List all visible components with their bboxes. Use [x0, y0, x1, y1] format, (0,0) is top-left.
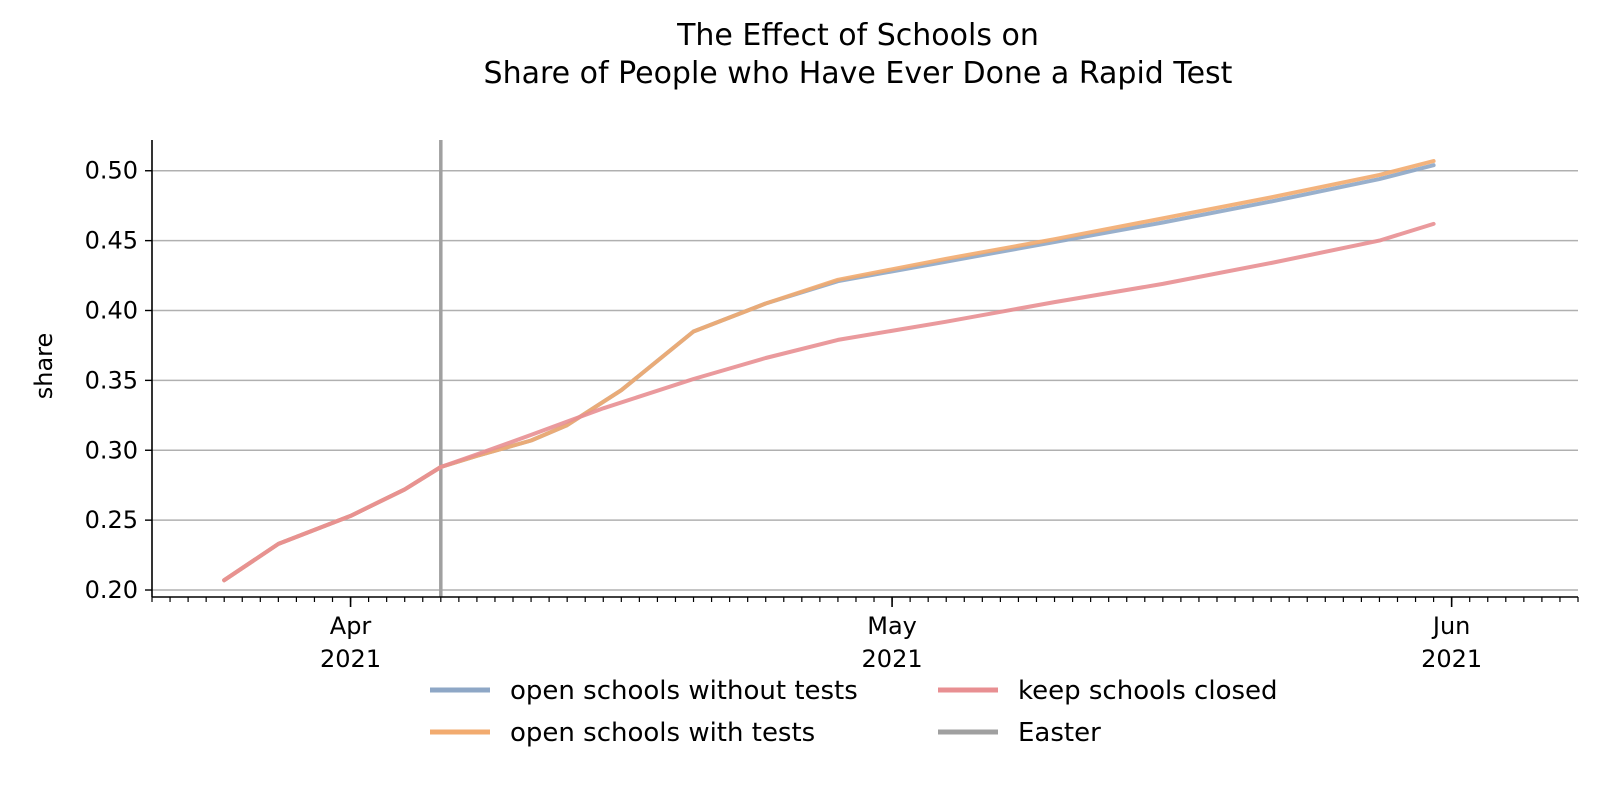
chart-title: The Effect of Schools on Share of People…: [484, 18, 1233, 91]
axes: [151, 140, 1578, 598]
grid: [152, 169, 1578, 591]
y-tick-label: 0.20: [85, 576, 138, 604]
x-tick-label-year: 2021: [862, 645, 923, 673]
y-tick-label: 0.40: [85, 297, 138, 325]
y-tick-label: 0.50: [85, 157, 138, 185]
y-axis-label: share: [30, 333, 58, 400]
chart-title-line-1: The Effect of Schools on: [676, 18, 1039, 53]
y-axis-ticks: 0.20 0.25 0.30 0.35 0.40 0.45 0.50: [85, 157, 152, 604]
legend-label: Easter: [1018, 718, 1101, 748]
series-group: [222, 159, 1436, 583]
legend-label: keep schools closed: [1018, 676, 1278, 706]
x-tick-label-month: May: [867, 612, 917, 640]
series-line-keep-schools-closed: [222, 221, 1436, 583]
y-tick-label: 0.35: [85, 366, 138, 394]
y-tick-label: 0.45: [85, 227, 138, 255]
x-tick-label-month: Apr: [330, 612, 372, 640]
legend: open schools without tests open schools w…: [430, 676, 1278, 748]
legend-label: open schools without tests: [510, 676, 858, 706]
y-tick-label: 0.30: [85, 436, 138, 464]
x-axis-ticks: Apr 2021 May 2021 Jun 2021: [151, 597, 1579, 673]
chart-title-line-2: Share of People who Have Ever Done a Rap…: [484, 56, 1233, 91]
series-line-open-schools-without-tests: [222, 163, 1436, 583]
x-tick-label-month: Jun: [1431, 612, 1471, 640]
legend-label: open schools with tests: [510, 718, 815, 748]
series-line-open-schools-with-tests: [222, 159, 1436, 583]
x-tick-label-year: 2021: [1421, 645, 1482, 673]
y-tick-label: 0.25: [85, 506, 138, 534]
x-tick-label-year: 2021: [320, 645, 381, 673]
